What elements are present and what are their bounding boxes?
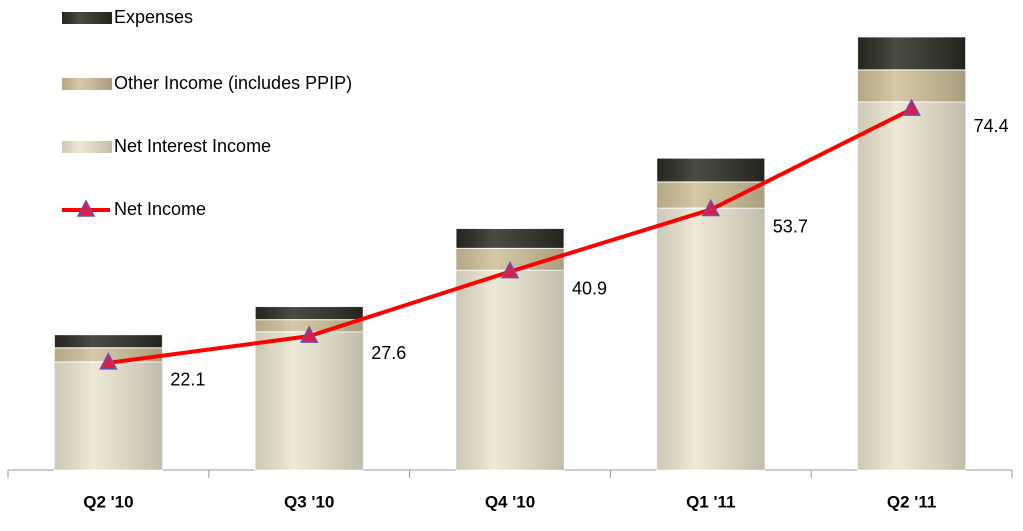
legend-shade (62, 12, 112, 24)
bar-shade (857, 101, 966, 470)
bar-shade (54, 361, 163, 470)
bar-shade (857, 69, 966, 102)
legend-shade (62, 141, 112, 153)
bar-shade (656, 158, 765, 182)
x-tick-label: Q2 '10 (83, 492, 133, 511)
x-tick-label: Q2 '11 (887, 492, 936, 511)
line-marker (299, 325, 319, 343)
bar-shade (456, 270, 564, 470)
x-tick-label: Q1 '11 (686, 492, 735, 511)
legend-shade (62, 78, 112, 90)
bar-shade (255, 331, 364, 470)
legend-marker (76, 199, 96, 217)
bar-shade (456, 228, 564, 249)
legend-label: Net Interest Income (114, 136, 271, 156)
line-marker (701, 198, 721, 217)
data-label: 74.4 (974, 116, 1009, 136)
x-tick-label: Q4 '10 (485, 492, 535, 511)
bar-shade (54, 334, 163, 348)
data-label: 22.1 (170, 370, 205, 390)
line-marker (902, 98, 921, 116)
bar-shade (656, 208, 765, 470)
line-marker (99, 352, 118, 370)
bar-shade (255, 306, 364, 320)
legend-label: Expenses (114, 7, 193, 27)
data-label: 53.7 (773, 216, 808, 236)
line-marker (500, 261, 520, 279)
data-label: 40.9 (572, 278, 607, 298)
data-label: 27.6 (371, 343, 406, 363)
legend-label: Net Income (114, 199, 206, 219)
bar-shade (857, 36, 966, 70)
legend-label: Other Income (includes PPIP) (114, 73, 352, 93)
x-tick-label: Q3 '10 (284, 492, 334, 511)
